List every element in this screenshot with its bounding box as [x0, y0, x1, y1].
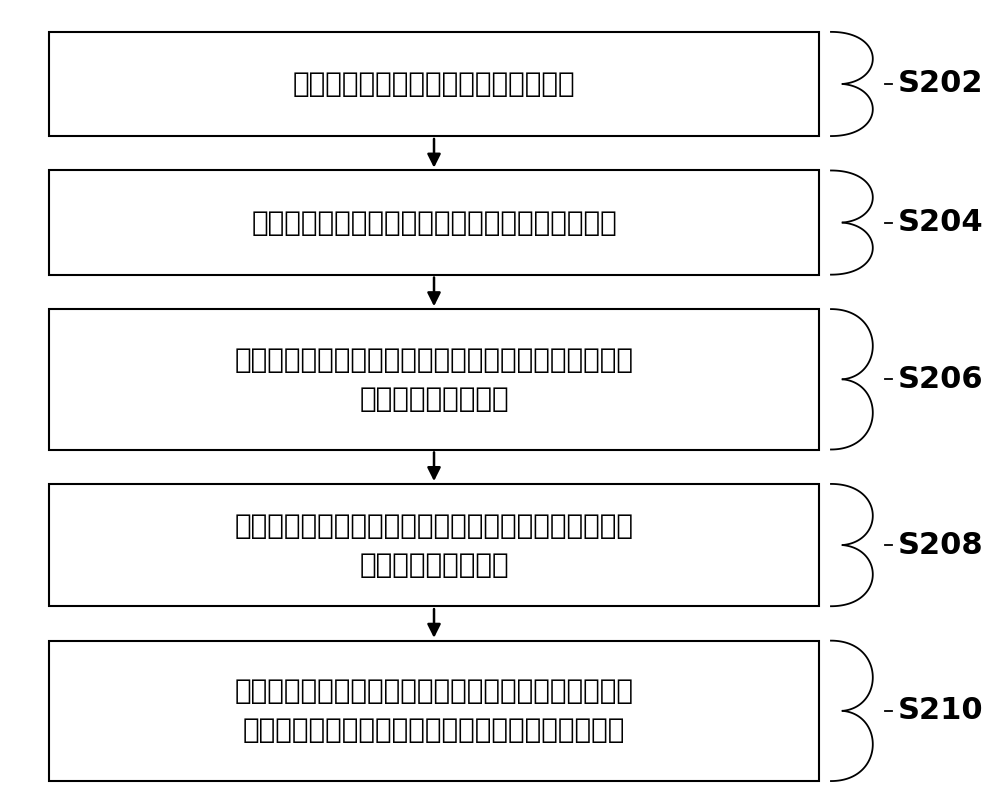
Bar: [49, 309, 819, 450]
Text: S204: S204: [897, 208, 983, 237]
Text: 获取换流站中监测对象的运行状态数据: 获取换流站中监测对象的运行状态数据: [293, 70, 575, 98]
Text: 对目标影响数据进行回归分析处理，得到监测对象的运
行状态的实时预测值: 对目标影响数据进行回归分析处理，得到监测对象的运 行状态的实时预测值: [235, 512, 633, 579]
Bar: [49, 32, 819, 136]
Text: S208: S208: [897, 531, 983, 559]
Text: S210: S210: [897, 697, 983, 725]
Text: 当实时预测值超出运行状态数据库中存储的监测对象处
于正常运行状态的数值范围时，对监测对象进行预警: 当实时预测值超出运行状态数据库中存储的监测对象处 于正常运行状态的数值范围时，对…: [235, 677, 633, 744]
Text: S206: S206: [897, 365, 983, 394]
Text: 对融合数据进行数据挖掘处理，得到影响监测对象运行
状态的目标影响数据: 对融合数据进行数据挖掘处理，得到影响监测对象运行 状态的目标影响数据: [235, 346, 633, 413]
Text: 对运行状态数据进行数据融合处理，得到融合数据: 对运行状态数据进行数据融合处理，得到融合数据: [251, 209, 617, 237]
Bar: [49, 641, 819, 781]
Bar: [49, 171, 819, 275]
Text: S202: S202: [897, 69, 983, 99]
Bar: [49, 484, 819, 607]
